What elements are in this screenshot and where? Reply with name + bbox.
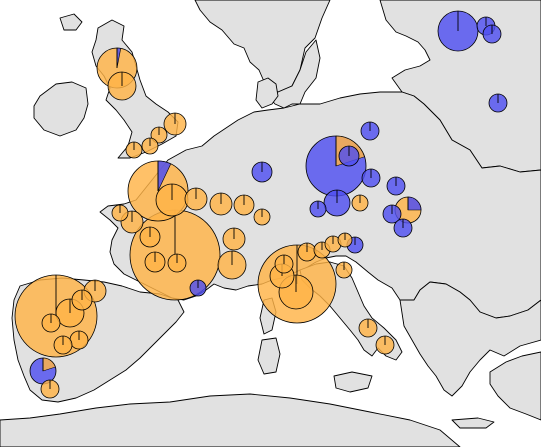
site-marker-london-b [141, 137, 159, 155]
site-marker-ticino [274, 254, 294, 274]
site-marker-toulouse [144, 251, 166, 273]
site-marker-hungary-b [382, 204, 402, 224]
site-marker-algarve [40, 379, 60, 399]
land-sweden-south [265, 39, 321, 109]
site-marker-slovakia [386, 176, 406, 196]
site-marker-london-a [150, 126, 168, 144]
site-marker-carinthia [337, 232, 353, 248]
site-marker-languedoc [167, 253, 187, 273]
site-marker-madrid [41, 313, 61, 333]
site-marker-austria-a [351, 194, 369, 212]
site-marker-belarus [488, 93, 508, 113]
site-marker-lazio [358, 318, 378, 338]
site-pie-markers [14, 10, 508, 399]
site-marker-baltic-c [482, 24, 502, 44]
site-marker-brittany [111, 204, 129, 222]
site-marker-baltic-a [437, 10, 479, 52]
site-marker-aragon [69, 330, 89, 350]
site-marker-lorraine [209, 192, 233, 216]
land-sicily [333, 371, 373, 393]
land-iceland-fragment [59, 13, 83, 31]
site-marker-rhineland [251, 161, 273, 183]
land-sardinia [257, 337, 281, 375]
site-marker-midlands-uk [107, 71, 137, 101]
site-marker-silesia [360, 121, 380, 141]
land-balkans [399, 281, 541, 397]
site-marker-bavaria [323, 189, 351, 217]
site-marker-apulia [375, 335, 395, 355]
site-marker-swabia [309, 200, 327, 218]
land-ireland [33, 81, 89, 137]
site-marker-provence [217, 250, 247, 280]
site-marker-lyon [222, 227, 246, 251]
site-marker-verona [297, 242, 317, 262]
site-marker-paris-south [155, 183, 189, 217]
site-marker-navarre [71, 289, 93, 311]
site-marker-alsace [233, 194, 255, 216]
site-marker-andalusia [29, 357, 57, 385]
site-marker-saxony [338, 145, 360, 167]
site-marker-east-anglia [163, 112, 187, 136]
site-marker-extremadura [53, 335, 73, 355]
site-marker-champagne [184, 187, 208, 211]
site-marker-hungary-c [393, 218, 413, 238]
site-marker-emilia [335, 261, 353, 279]
site-marker-southwest-uk [125, 141, 143, 159]
site-marker-moravia [361, 168, 381, 188]
land-north-africa [0, 393, 461, 447]
site-marker-friuli [324, 235, 342, 253]
site-marker-switzerland [253, 208, 271, 226]
land-denmark [255, 77, 279, 109]
site-marker-massif-central [139, 226, 161, 248]
site-marker-bohemia [305, 135, 367, 197]
land-turkey [489, 351, 541, 421]
land-crete [451, 417, 495, 429]
site-marker-pyrenees [189, 279, 207, 297]
